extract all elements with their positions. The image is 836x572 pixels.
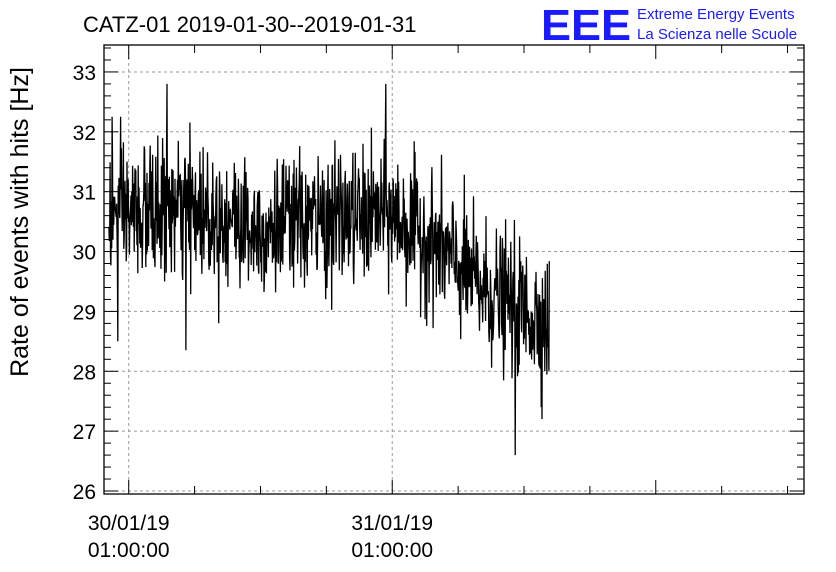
y-tick-labels: 26 27 28 29 30 31 32 33	[73, 62, 96, 504]
eee-logo-line2: La Scienza nelle Scuole	[637, 26, 797, 43]
eee-logo-mark: EEE	[541, 1, 631, 50]
chart-title: CATZ-01 2019-01-30--2019-01-31	[83, 12, 416, 37]
eee-logo-line1: Extreme Energy Events	[637, 6, 795, 23]
series-line	[108, 83, 550, 456]
x-tick-label-date: 31/01/19	[351, 512, 433, 535]
x-tick-label-date: 30/01/19	[88, 512, 170, 535]
eee-logo: EEE Extreme Energy Events La Scienza nel…	[541, 1, 797, 50]
y-tick-label: 28	[73, 361, 96, 384]
y-axis-title: Rate of events with hits [Hz]	[6, 67, 34, 377]
x-tick-label-time: 01:00:00	[351, 539, 433, 562]
x-tick-label-time: 01:00:00	[88, 539, 170, 562]
plot-frame	[103, 44, 805, 495]
y-tick-label: 26	[73, 481, 96, 504]
y-tick-label: 32	[73, 122, 96, 145]
axis-ticks	[104, 45, 804, 494]
y-tick-label: 27	[73, 421, 96, 444]
y-tick-label: 30	[73, 242, 96, 265]
x-tick-labels: 30/01/19 01:00:00 31/01/19 01:00:00	[88, 512, 433, 562]
y-tick-label: 29	[73, 301, 96, 324]
series-group	[108, 83, 550, 456]
y-tick-label: 33	[73, 62, 96, 85]
y-tick-label: 31	[73, 182, 96, 205]
